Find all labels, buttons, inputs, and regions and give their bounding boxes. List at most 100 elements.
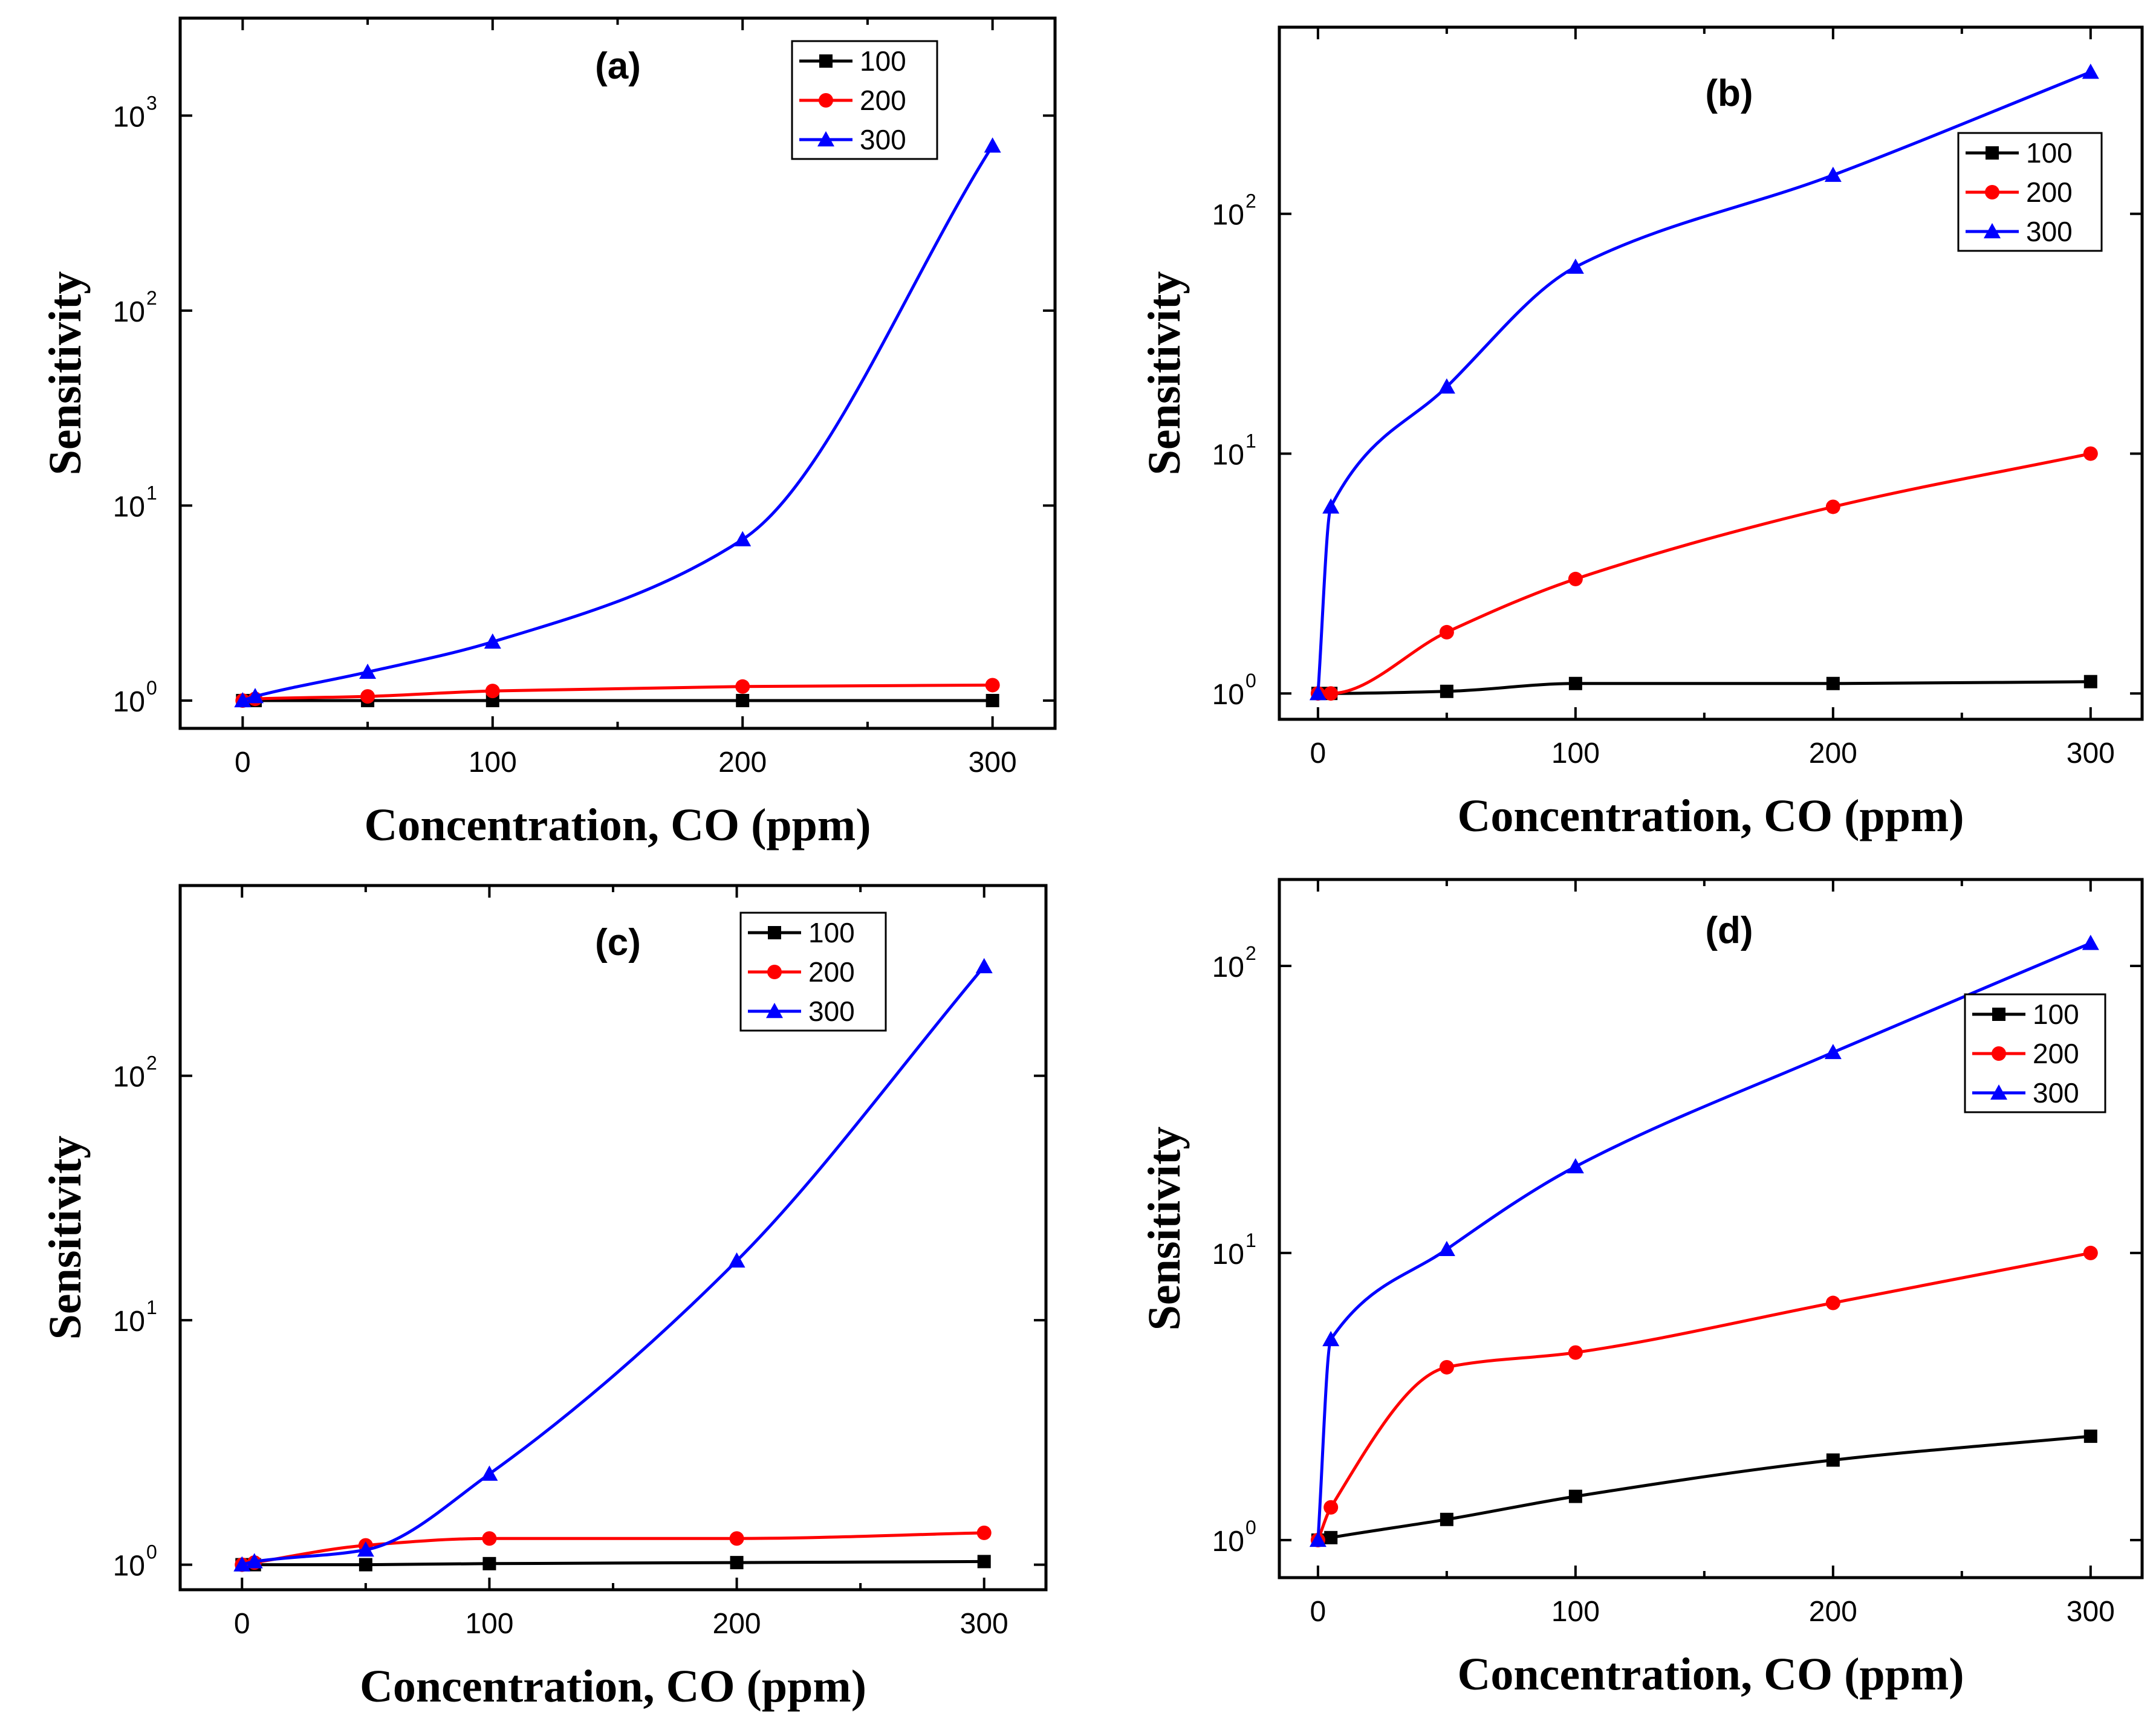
series-200-point bbox=[1439, 624, 1454, 640]
legend-marker bbox=[1990, 1084, 2007, 1100]
series-100-line bbox=[1316, 1434, 2093, 1542]
x-tick-label: 300 bbox=[969, 747, 1017, 779]
series-100-line bbox=[1316, 680, 2093, 695]
y-tick-label: 10 bbox=[113, 1061, 145, 1093]
y-axis-title: Sensitivity bbox=[40, 271, 91, 476]
series-200-point bbox=[2083, 446, 2098, 461]
series-100-point bbox=[730, 1556, 744, 1570]
series-100-point bbox=[2083, 675, 2097, 688]
y-tick-exponent: 0 bbox=[146, 1541, 157, 1563]
legend-marker bbox=[1985, 185, 1999, 199]
series-200 bbox=[1310, 446, 2098, 701]
legend-marker bbox=[1984, 223, 2001, 239]
legend-entry-label: 100 bbox=[2026, 137, 2073, 169]
series-300-point bbox=[1309, 685, 1327, 701]
x-tick-label: 0 bbox=[234, 1608, 250, 1640]
series-300-point bbox=[234, 691, 252, 708]
panel-label: (d) bbox=[1705, 910, 1753, 951]
y-tick-exponent: 2 bbox=[1245, 942, 1256, 964]
series-300-point bbox=[1438, 378, 1455, 394]
legend-entry-label: 300 bbox=[2026, 216, 2073, 247]
series-100-point bbox=[1440, 684, 1453, 698]
series-100-point bbox=[1324, 1530, 1338, 1544]
series-300-point bbox=[1309, 1531, 1327, 1547]
series-300-point bbox=[1438, 1240, 1455, 1257]
x-tick-label: 0 bbox=[1310, 737, 1327, 769]
legend-marker bbox=[819, 93, 833, 108]
series-300-point bbox=[975, 957, 993, 974]
x-tick-label: 100 bbox=[469, 747, 517, 779]
series-200-point bbox=[1439, 1359, 1454, 1375]
series-200-point bbox=[1568, 1345, 1583, 1360]
x-tick-label: 200 bbox=[713, 1608, 761, 1640]
legend-marker bbox=[819, 54, 833, 68]
series-300-point bbox=[728, 1252, 745, 1268]
series-200-point bbox=[1323, 1500, 1339, 1515]
legend-entry-label: 100 bbox=[2033, 999, 2079, 1030]
legend: 100 200 300 bbox=[739, 912, 887, 1032]
legend-marker bbox=[766, 1003, 783, 1019]
x-tick-label: 300 bbox=[960, 1608, 1008, 1640]
series-300-point bbox=[359, 663, 377, 679]
series-100 bbox=[235, 1555, 991, 1572]
series-100 bbox=[1311, 1430, 2097, 1547]
plot-frame bbox=[178, 884, 1048, 1592]
legend-entry-label: 300 bbox=[808, 996, 855, 1027]
series-300-point bbox=[481, 1465, 498, 1481]
series-200-point bbox=[1825, 1295, 1840, 1310]
x-tick-label: 0 bbox=[1310, 1596, 1327, 1628]
series-300 bbox=[233, 957, 993, 1572]
legend-entry-label: 100 bbox=[860, 45, 906, 77]
x-tick-label: 300 bbox=[2067, 1596, 2115, 1628]
legend: 100 200 300 bbox=[1957, 132, 2103, 252]
legend-entry-label: 100 bbox=[808, 917, 855, 948]
series-300 bbox=[234, 137, 1001, 708]
series-100-point bbox=[359, 1558, 372, 1572]
series-300-point bbox=[1824, 1043, 1842, 1060]
series-100-point bbox=[2083, 1430, 2097, 1443]
series-300-point bbox=[1567, 1158, 1584, 1174]
series-100-point bbox=[1568, 1489, 1582, 1503]
y-tick-label: 10 bbox=[1212, 951, 1244, 983]
series-300-point bbox=[734, 531, 752, 546]
y-tick-exponent: 1 bbox=[146, 1297, 157, 1318]
x-tick-label: 300 bbox=[2067, 737, 2115, 769]
y-tick-exponent: 1 bbox=[1245, 430, 1256, 452]
series-300 bbox=[1309, 934, 2099, 1547]
y-tick-label: 10 bbox=[1212, 679, 1244, 711]
series-300-line bbox=[241, 144, 995, 702]
y-tick-exponent: 0 bbox=[1245, 1517, 1256, 1538]
y-tick-label: 10 bbox=[1212, 199, 1244, 232]
series-300-line bbox=[1316, 941, 2093, 1542]
series-300 bbox=[1309, 63, 2099, 701]
series-300-point bbox=[233, 1556, 251, 1572]
series-200-point bbox=[2083, 1245, 2098, 1260]
series-200-point bbox=[360, 689, 375, 704]
series-200-point bbox=[976, 1525, 992, 1540]
x-axis-title: Concentration, CO (ppm) bbox=[1457, 1649, 1964, 1700]
legend-marker bbox=[768, 926, 781, 939]
plot-frame bbox=[1278, 25, 2144, 721]
legend-marker bbox=[767, 965, 782, 979]
x-tick-label: 200 bbox=[718, 747, 767, 779]
series-200-point bbox=[1568, 571, 1583, 586]
legend-marker bbox=[1992, 1046, 2006, 1061]
series-200-point bbox=[729, 1531, 744, 1546]
series-200 bbox=[235, 678, 1000, 708]
series-300-point bbox=[2082, 934, 2099, 950]
series-300-point bbox=[1824, 166, 1842, 182]
y-tick-exponent: 0 bbox=[1245, 670, 1256, 691]
x-tick-label: 200 bbox=[1809, 737, 1857, 769]
y-tick-exponent: 2 bbox=[146, 287, 157, 309]
series-300-point bbox=[1322, 498, 1340, 514]
series-200-point bbox=[1323, 686, 1339, 701]
series-100-point bbox=[1826, 676, 1840, 690]
legend: 100 200 300 bbox=[1964, 993, 2106, 1113]
series-200-point bbox=[735, 679, 750, 694]
y-tick-label: 10 bbox=[1212, 1239, 1244, 1271]
y-tick-label: 10 bbox=[113, 296, 145, 328]
